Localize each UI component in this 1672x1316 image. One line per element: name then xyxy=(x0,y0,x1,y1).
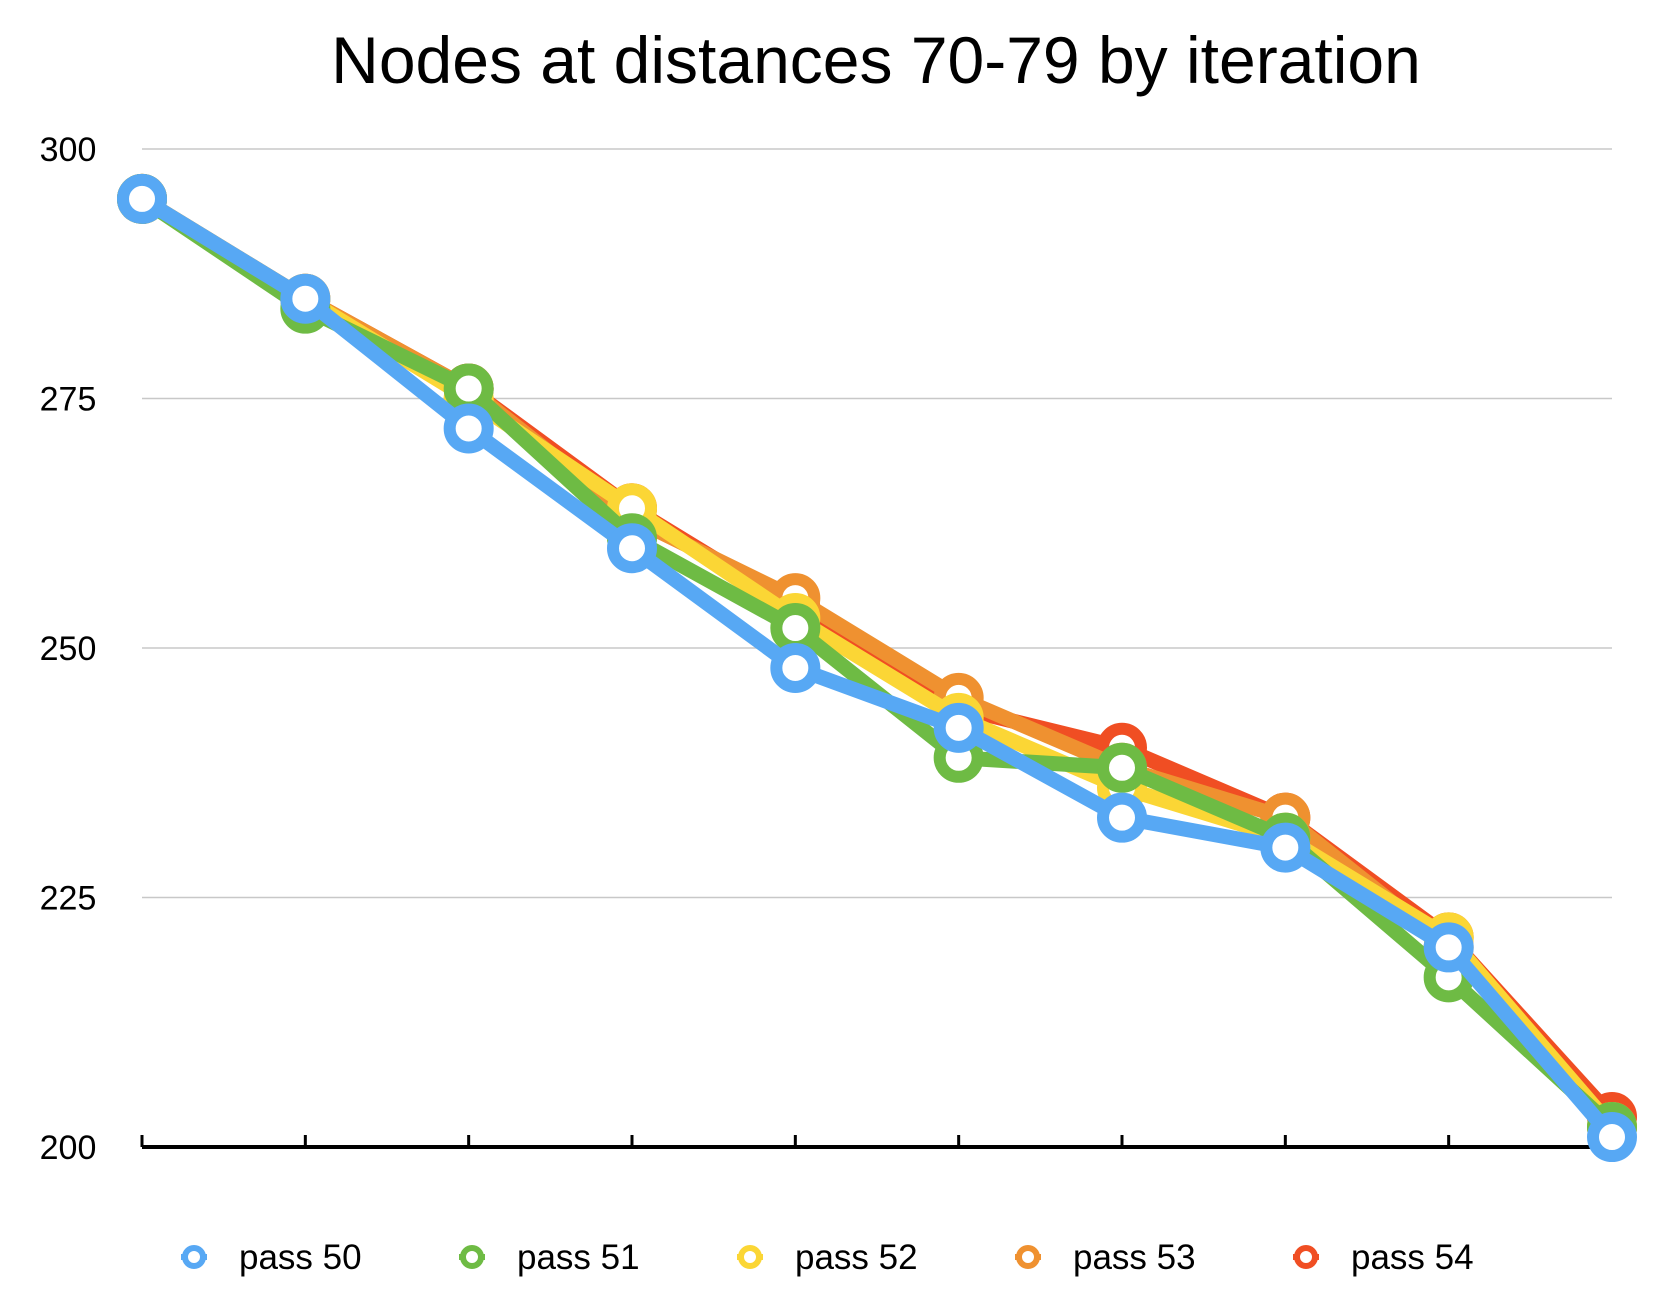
y-axis-tick-labels: 200 225 250 275 300 xyxy=(40,131,97,1167)
legend-swatch-marker xyxy=(460,1245,484,1269)
legend-swatch-marker xyxy=(182,1245,206,1269)
series-lines xyxy=(117,173,1637,1163)
data-point-pass-50-7 xyxy=(1097,792,1147,843)
legend-item-pass-54: pass 54 xyxy=(1293,1238,1474,1277)
chart-title: Nodes at distances 70-79 by iteration xyxy=(331,23,1421,97)
y-tick-label-225: 225 xyxy=(40,880,97,918)
legend: pass 50 pass 51 pass 52 pass 53 pass 54 xyxy=(181,1238,1474,1277)
data-point-pass-50-2 xyxy=(280,273,331,324)
data-point-pass-50-4 xyxy=(607,523,657,574)
x-axis xyxy=(140,1135,1614,1149)
data-point-pass-51-5 xyxy=(770,603,821,654)
legend-swatch-marker xyxy=(1016,1245,1040,1269)
data-point-pass-50-9 xyxy=(1423,922,1474,973)
data-point-pass-51-3 xyxy=(443,363,494,414)
legend-item-pass-50: pass 50 xyxy=(181,1238,362,1277)
data-point-pass-51-7 xyxy=(1097,742,1147,793)
data-point-pass-50-8 xyxy=(1260,822,1311,873)
legend-label-pass-53: pass 53 xyxy=(1073,1238,1196,1277)
series-pass-50 xyxy=(117,173,1637,1163)
legend-label-pass-51: pass 51 xyxy=(517,1238,640,1277)
data-point-pass-50-3 xyxy=(443,403,494,454)
legend-item-pass-51: pass 51 xyxy=(459,1238,640,1277)
y-tick-label-275: 275 xyxy=(40,381,97,419)
data-point-pass-50-10 xyxy=(1587,1112,1637,1163)
legend-swatch-marker xyxy=(1294,1245,1318,1269)
data-point-pass-50-5 xyxy=(770,642,821,693)
legend-item-pass-53: pass 53 xyxy=(1015,1238,1196,1277)
legend-label-pass-52: pass 52 xyxy=(795,1238,918,1277)
y-tick-label-300: 300 xyxy=(40,131,97,169)
grid xyxy=(142,148,1612,899)
data-point-pass-50-6 xyxy=(933,702,984,753)
legend-swatch-marker xyxy=(738,1245,762,1269)
y-tick-label-200: 200 xyxy=(40,1129,97,1167)
legend-label-pass-54: pass 54 xyxy=(1351,1238,1474,1277)
y-tick-label-250: 250 xyxy=(40,630,97,668)
legend-label-pass-50: pass 50 xyxy=(239,1238,362,1277)
legend-item-pass-52: pass 52 xyxy=(737,1238,918,1277)
data-point-pass-50-1 xyxy=(117,173,167,224)
series-line-pass-50 xyxy=(134,191,1620,1145)
